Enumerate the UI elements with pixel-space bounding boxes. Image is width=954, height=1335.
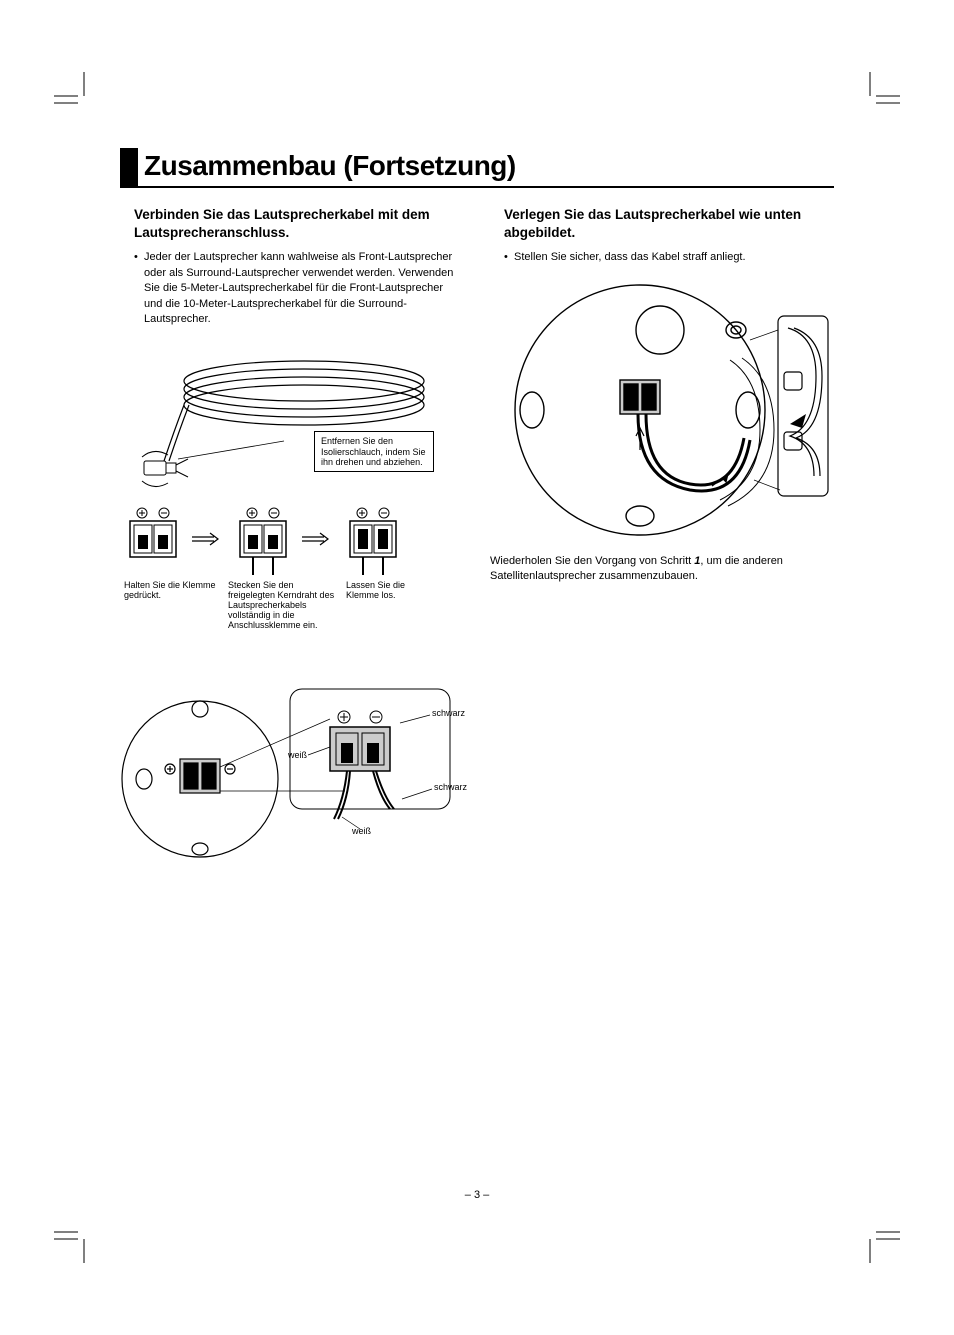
- bullet-icon: •: [504, 250, 514, 265]
- repeat-instruction: Wiederholen Sie den Vorgang von Schritt …: [490, 554, 834, 585]
- terminal-caption-3: Lassen Sie die Klemme los.: [346, 581, 426, 601]
- repeat-text-a: Wiederholen Sie den Vorgang von Schritt: [490, 555, 694, 567]
- page-number: – 3 –: [0, 1189, 954, 1201]
- crop-mark-tr: [860, 72, 900, 112]
- left-bullet-text: Jeder der Lautsprecher kann wahlweise al…: [144, 250, 464, 327]
- left-column: Verbinden Sie das Lautsprecherkabel mit …: [120, 206, 464, 883]
- page-content: Zusammenbau (Fortsetzung) Verbinden Sie …: [120, 148, 834, 883]
- title-block-icon: [120, 148, 138, 186]
- right-bullet-text: Stellen Sie sicher, dass das Kabel straf…: [514, 250, 746, 265]
- right-column: Verlegen Sie das Lautsprecherkabel wie u…: [490, 206, 834, 883]
- right-bullet: • Stellen Sie sicher, dass das Kabel str…: [490, 250, 834, 265]
- label-schwarz-1: schwarz: [432, 709, 465, 718]
- figure-base-wiring: schwarz weiß schwarz weiß: [120, 649, 464, 869]
- terminal-caption-2: Stecken Sie den freigelegten Kerndraht d…: [228, 581, 338, 630]
- figure-terminals: Halten Sie die Klemme gedrückt. Stecken …: [120, 505, 464, 635]
- label-schwarz-2: schwarz: [434, 783, 467, 792]
- terminal-caption-1: Halten Sie die Klemme gedrückt.: [124, 581, 224, 601]
- crop-mark-tl: [54, 72, 94, 112]
- left-bullet: • Jeder der Lautsprecher kann wahlweise …: [120, 250, 464, 327]
- bullet-icon: •: [134, 250, 144, 327]
- left-heading: Verbinden Sie das Lautsprecherkabel mit …: [120, 206, 464, 242]
- crop-mark-br: [860, 1223, 900, 1263]
- section-title-bar: Zusammenbau (Fortsetzung): [120, 148, 834, 188]
- right-heading: Verlegen Sie das Lautsprecherkabel wie u…: [490, 206, 834, 242]
- label-weiss-1: weiß: [288, 751, 307, 760]
- terminals-illustration: [120, 505, 464, 585]
- crop-mark-bl: [54, 1223, 94, 1263]
- label-weiss-2: weiß: [352, 827, 371, 836]
- section-title: Zusammenbau (Fortsetzung): [144, 148, 516, 186]
- figure-cable: Entfernen Sie den Isolierschlauch, indem…: [134, 341, 464, 491]
- two-column-layout: Verbinden Sie das Lautsprecherkabel mit …: [120, 206, 834, 883]
- cable-routing-illustration: [490, 280, 834, 540]
- cable-note: Entfernen Sie den Isolierschlauch, indem…: [314, 431, 434, 472]
- figure-cable-routing: [490, 280, 834, 540]
